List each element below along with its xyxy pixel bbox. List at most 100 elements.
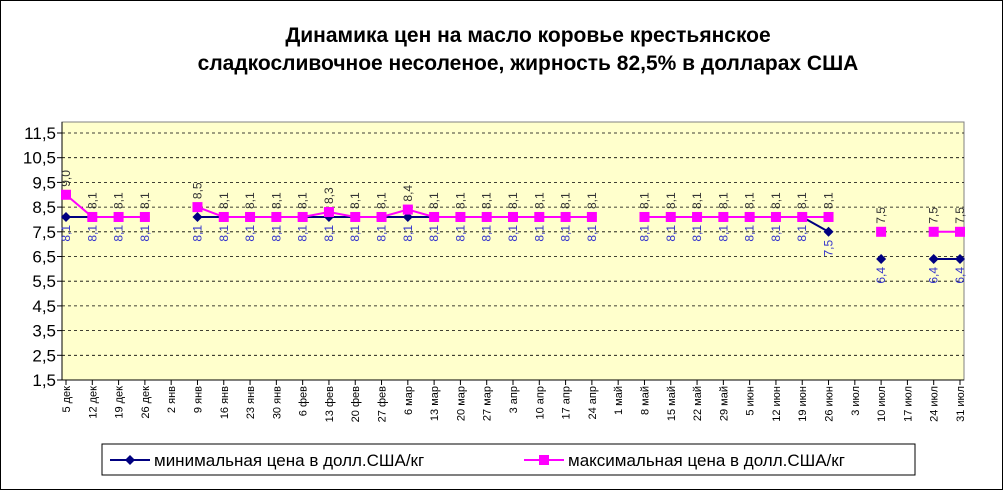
marker	[297, 211, 308, 222]
marker	[639, 211, 650, 222]
marker	[455, 211, 466, 222]
value-label: 8,1	[85, 225, 99, 242]
x-tick-label: 31 июл	[955, 386, 967, 422]
value-label: 8,1	[743, 225, 757, 242]
series-line	[65, 193, 960, 233]
marker	[692, 211, 703, 222]
marker	[665, 211, 676, 222]
value-label: 8,1	[690, 192, 704, 209]
marker	[823, 211, 834, 222]
x-tick-label: 13 мар	[429, 386, 441, 421]
legend-label: минимальная цена в долл.США/кг	[154, 451, 424, 470]
y-tick-label: 6,5	[32, 248, 56, 267]
marker	[245, 211, 256, 222]
value-label: 8,1	[401, 225, 415, 242]
x-tick-label: 20 мар	[455, 386, 467, 421]
x-tick-label: 29 май	[718, 386, 730, 421]
marker	[928, 253, 939, 264]
x-tick-label: 6 фев	[298, 386, 310, 416]
x-tick-label: 3 апр	[508, 386, 520, 413]
x-tick-label: 1 май	[613, 386, 625, 415]
value-label: 8,1	[348, 192, 362, 209]
x-tick-label: 22 май	[692, 386, 704, 421]
chart-title: Динамика цен на масло коровье крестьянск…	[285, 24, 770, 47]
x-tick-label: 30 янв	[271, 386, 283, 419]
y-tick-label: 10,5	[23, 149, 56, 168]
x-tick-label: 5 дек	[61, 386, 73, 413]
marker	[192, 202, 203, 213]
value-label: 7,5	[927, 207, 941, 224]
x-tick-label: 17 июл	[902, 386, 914, 422]
x-tick-label: 26 июн	[824, 386, 836, 422]
x-tick-label: 27 мар	[482, 386, 494, 421]
value-label: 8,1	[795, 225, 809, 242]
value-label: 7,5	[953, 207, 967, 224]
value-label: 8,1	[716, 225, 730, 242]
value-label: 8,1	[506, 225, 520, 242]
marker	[955, 253, 965, 264]
value-label: 8,1	[769, 192, 783, 209]
x-tick-label: 15 май	[666, 386, 678, 421]
x-tick-label: 13 фев	[324, 386, 336, 422]
value-label: 8,1	[480, 192, 494, 209]
value-label: 6,4	[953, 267, 967, 284]
y-tick-label: 5,5	[32, 272, 56, 291]
x-tick-label: 26 дек	[140, 386, 152, 419]
legend-marker	[539, 455, 549, 465]
x-tick-label: 6 мар	[403, 386, 415, 415]
y-tick-label: 7,5	[32, 223, 56, 242]
marker	[797, 211, 808, 222]
value-label: 8,1	[112, 192, 126, 209]
marker	[718, 211, 729, 222]
value-label: 8,1	[296, 192, 310, 209]
chart-title: сладкосливочное несоленое, жирность 82,5…	[198, 52, 859, 75]
x-tick-label: 23 янв	[245, 386, 257, 419]
marker	[323, 207, 334, 218]
value-label: 8,1	[559, 192, 573, 209]
value-label: 8,1	[664, 192, 678, 209]
marker	[534, 211, 545, 222]
marker	[508, 211, 518, 222]
legend-marker	[125, 455, 135, 465]
marker	[350, 211, 361, 222]
value-label: 8,1	[506, 192, 520, 209]
marker	[402, 204, 413, 215]
x-tick-label: 3 июл	[850, 386, 862, 416]
x-tick-label: 5 июн	[745, 386, 757, 416]
x-tick-label: 9 янв	[192, 386, 204, 413]
marker	[481, 211, 492, 222]
marker	[586, 211, 597, 222]
value-label: 8,1	[637, 225, 651, 242]
x-tick-label: 2 янв	[166, 386, 178, 413]
y-tick-label: 11,5	[24, 124, 56, 143]
value-label: 8,1	[453, 192, 467, 209]
marker	[560, 211, 571, 222]
marker	[61, 211, 71, 222]
marker	[876, 253, 887, 264]
value-label: 8,1	[138, 225, 152, 242]
x-tick-label: 24 апр	[587, 386, 599, 419]
value-label: 8,1	[690, 225, 704, 242]
value-label: 8,1	[243, 225, 257, 242]
marker	[823, 226, 834, 237]
marker	[876, 226, 887, 237]
y-tick-label: 3,5	[32, 322, 56, 341]
value-label: 8,1	[296, 225, 310, 242]
value-label: 8,1	[453, 225, 467, 242]
value-label: 6,4	[927, 267, 941, 284]
value-label: 8,1	[585, 225, 599, 242]
value-label: 8,1	[138, 192, 152, 209]
value-label: 8,1	[480, 225, 494, 242]
value-label: 8,1	[532, 192, 546, 209]
marker	[113, 211, 124, 222]
x-tick-label: 10 июл	[876, 386, 888, 422]
value-label: 8,1	[59, 225, 73, 242]
value-label: 6,4	[874, 267, 888, 284]
marker	[61, 189, 71, 200]
x-tick-label: 12 июн	[771, 386, 783, 422]
y-tick-label: 2,5	[32, 346, 56, 365]
x-tick-label: 24 июл	[929, 386, 941, 422]
marker	[192, 211, 203, 222]
value-label: 8,4	[401, 185, 415, 202]
value-label: 8,1	[585, 192, 599, 209]
